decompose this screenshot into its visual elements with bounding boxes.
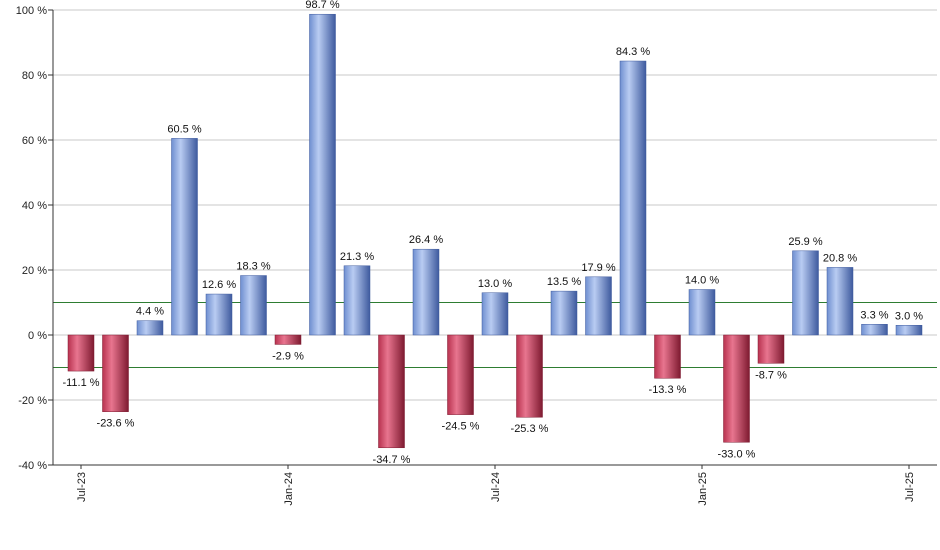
data-label: 17.9 % [581, 262, 615, 274]
data-label: -13.3 % [649, 384, 687, 396]
bar-mar-25 [757, 334, 785, 364]
x-tick-label: Jan-25 [697, 472, 709, 506]
bar-sep-24 [550, 290, 578, 336]
bar-sep-23 [136, 320, 164, 336]
y-tick-label: 40 % [22, 200, 47, 212]
bar-mar-24 [343, 265, 371, 336]
y-tick-label: 100 % [16, 5, 47, 17]
data-label: -24.5 % [442, 421, 480, 433]
axes: -40 % -20 % 0 % 20 % 40 % 60 % 80 % 100 % Jul-23… [16, 5, 937, 506]
y-tick-label: -40 % [18, 460, 47, 472]
data-label: 21.3 % [340, 251, 374, 263]
bar-dec-24 [654, 334, 681, 379]
data-label: -2.9 % [272, 350, 304, 362]
data-label: -11.1 % [62, 377, 99, 389]
bar-jun-24 [447, 334, 474, 415]
bar-jan-25 [688, 289, 716, 336]
data-label: 20.8 % [823, 252, 857, 264]
y-tick-label: -20 % [18, 395, 47, 407]
data-label: 60.5 % [167, 123, 201, 135]
data-label: 26.4 % [409, 234, 443, 246]
bar-jul-23 [67, 334, 95, 372]
data-label: 12.6 % [202, 279, 236, 291]
bar-jul-24 [481, 292, 509, 336]
y-tick-label: 60 % [22, 135, 47, 147]
bar-aug-24 [516, 334, 543, 418]
x-tick-label: Jul-23 [76, 472, 88, 502]
bar-aug-23 [102, 334, 129, 412]
bar-jan-24 [274, 334, 302, 345]
data-label: 4.4 % [136, 306, 164, 318]
bar-jul-25 [895, 325, 923, 336]
y-tick-label: 0 % [28, 330, 47, 342]
data-label: 18.3 % [236, 261, 270, 273]
bar-nov-24 [619, 60, 647, 336]
data-label: 98.7 % [305, 0, 339, 11]
data-label: -23.6 % [97, 418, 135, 430]
x-tick-label: Jul-24 [490, 472, 502, 502]
data-labels: -11.1 % -23.6 % 4.4 % 60.5 % 12.6 %18.3 % -2.… [62, 0, 923, 466]
data-label: 13.0 % [478, 278, 512, 290]
data-label: 25.9 % [788, 236, 822, 248]
bar-nov-23 [205, 293, 233, 336]
bar-apr-24 [378, 334, 405, 449]
bar-apr-25 [792, 250, 819, 336]
data-label: 13.5 % [547, 276, 581, 288]
x-tick-label: Jan-24 [283, 472, 295, 506]
data-label: 3.0 % [895, 310, 923, 322]
bar-oct-24 [585, 276, 612, 336]
bar-may-24 [412, 248, 440, 336]
bar-may-25 [826, 267, 854, 336]
data-label: 14.0 % [685, 275, 719, 287]
y-tick-label: 80 % [22, 70, 47, 82]
bar-feb-25 [723, 334, 750, 443]
bar-oct-23 [171, 138, 198, 336]
data-label: -25.3 % [511, 423, 549, 435]
bars [67, 13, 923, 449]
bar-jun-25 [861, 324, 888, 336]
data-label: -8.7 % [755, 369, 787, 381]
bar-feb-24 [309, 13, 336, 336]
data-label: -33.0 % [718, 448, 756, 460]
x-tick-label: Jul-25 [904, 472, 916, 502]
y-tick-label: 20 % [22, 265, 47, 277]
data-label: 3.3 % [860, 309, 888, 321]
data-label: 84.3 % [616, 46, 650, 58]
bar-dec-23 [240, 275, 267, 336]
data-label: -34.7 % [373, 454, 411, 466]
